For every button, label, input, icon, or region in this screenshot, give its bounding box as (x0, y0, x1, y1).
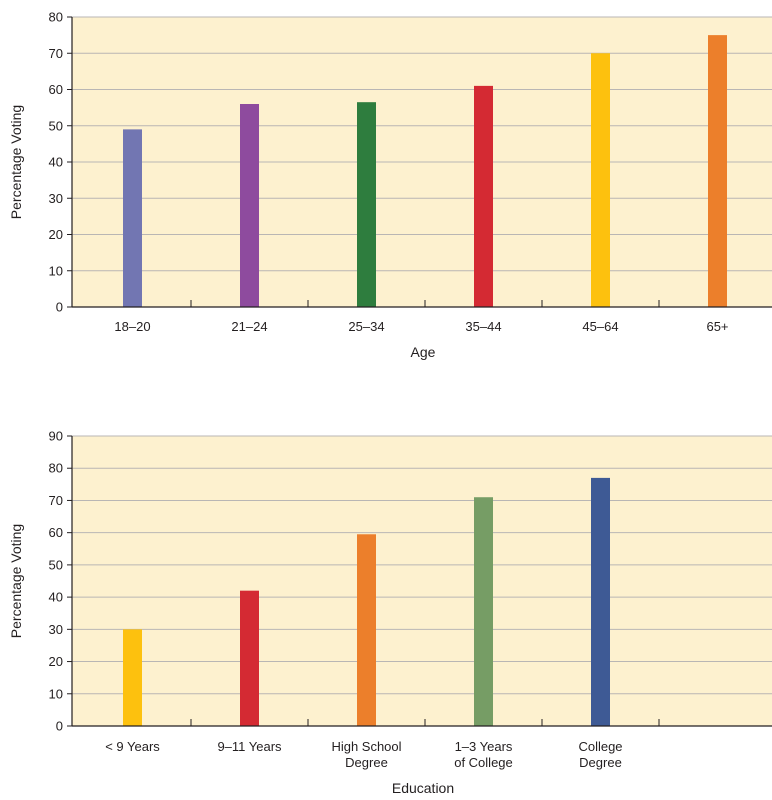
bar (591, 53, 610, 307)
bar (123, 629, 142, 726)
x-tick-label: < 9 Years (105, 739, 160, 754)
x-tick-label: 45–64 (582, 319, 618, 334)
y-tick-label: 80 (49, 461, 63, 476)
y-tick-label: 70 (49, 46, 63, 61)
x-axis-title: Age (411, 344, 436, 360)
y-tick-label: 40 (49, 590, 63, 605)
y-tick-label: 10 (49, 686, 63, 701)
y-tick-label: 60 (49, 82, 63, 97)
y-axis-title: Percentage Voting (8, 524, 24, 638)
x-tick-label: 1–3 Years of College (454, 739, 513, 770)
bar (357, 534, 376, 726)
y-tick-label: 0 (56, 300, 63, 315)
chart-1: 0 10 20 30 40 50 60 70 80 18–20 21–24 25–34 35–44 45–… (8, 10, 772, 360)
y-tick-label: 0 (56, 719, 63, 734)
y-tick-label: 50 (49, 557, 63, 572)
y-tick-label: 20 (49, 654, 63, 669)
x-tick-label: 25–34 (348, 319, 384, 334)
bar (357, 102, 376, 307)
y-tick-label: 80 (49, 10, 63, 25)
y-tick-label: 10 (49, 263, 63, 278)
bar (240, 590, 259, 726)
bar (708, 35, 727, 307)
y-tick-label: 50 (49, 118, 63, 133)
bar (240, 104, 259, 307)
bar (474, 497, 493, 726)
y-tick-label: 60 (49, 525, 63, 540)
x-axis-title: Education (392, 780, 454, 795)
chart-2: 0 10 20 30 40 50 60 70 80 90 < 9 Years 9–11 Years Hi… (8, 429, 772, 796)
plot-background (72, 436, 772, 726)
y-tick-label: 30 (49, 622, 63, 637)
y-tick-label: 30 (49, 191, 63, 206)
x-tick-label: College Degree (578, 739, 622, 770)
y-tick-label: 40 (49, 155, 63, 170)
bar (123, 129, 142, 307)
x-tick-label: 65+ (706, 319, 728, 334)
y-axis-title: Percentage Voting (8, 105, 24, 219)
bar (474, 85, 493, 307)
x-tick-label: 18–20 (114, 319, 150, 334)
y-tick-label: 20 (49, 227, 63, 242)
x-tick-label: 35–44 (465, 319, 501, 334)
bar (591, 477, 610, 726)
x-tick-label: 21–24 (231, 319, 267, 334)
x-tick-label: High School Degree (331, 739, 401, 770)
x-tick-label: 9–11 Years (217, 739, 282, 754)
y-tick-label: 70 (49, 493, 63, 508)
y-tick-label: 90 (49, 429, 63, 444)
